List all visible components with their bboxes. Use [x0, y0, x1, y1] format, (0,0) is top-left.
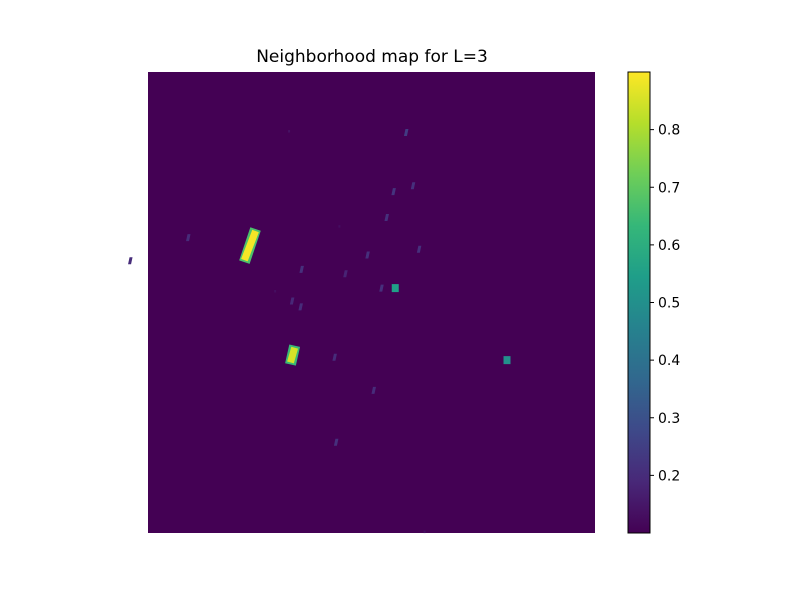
heatmap-blob: [289, 297, 295, 305]
heatmap-blob: [416, 245, 422, 253]
heatmap-dot: [288, 130, 291, 133]
colorbar-tick-label: 0.5: [658, 296, 680, 312]
chart-title: Neighborhood map for L=3: [256, 47, 488, 67]
heatmap-blob: [403, 129, 409, 137]
heatmap-dot: [423, 530, 426, 534]
heatmap-blob: [128, 257, 133, 265]
heatmap-blob: [299, 265, 304, 273]
heatmap-blob: [333, 438, 339, 446]
heatmap-segment: [239, 227, 261, 264]
colorbar-tick-label: 0.7: [658, 180, 680, 196]
heatmap-blob: [379, 284, 384, 292]
colorbar-gradient: [627, 71, 651, 534]
heatmap-blob: [298, 303, 303, 311]
heatmap-blob: [410, 182, 416, 190]
heatmap-blob: [391, 188, 396, 196]
heatmap-blob: [503, 356, 511, 365]
heatmap-area: [128, 72, 595, 534]
heatmap-segment: [285, 344, 301, 366]
colorbar: 0.2 0.3 0.4 0.5 0.6 0.7 0.8: [627, 71, 680, 534]
heatmap-blob: [186, 234, 191, 242]
heatmap-dot: [338, 225, 341, 228]
colorbar-tick-label: 0.4: [658, 353, 680, 369]
heatmap-blob: [343, 270, 348, 278]
colorbar-tick-label: 0.8: [658, 123, 680, 139]
heatmap-blob: [391, 284, 399, 293]
heatmap-dot: [274, 289, 277, 293]
colorbar-tick-label: 0.6: [658, 238, 680, 254]
heatmap-blob: [371, 386, 376, 394]
heatmap-background: [148, 72, 595, 533]
heatmap-blob: [365, 251, 370, 259]
heatmap-blob: [332, 353, 337, 361]
heatmap-blob: [384, 214, 389, 222]
colorbar-tick-label: 0.3: [658, 411, 680, 427]
colorbar-tick-label: 0.2: [658, 468, 680, 484]
